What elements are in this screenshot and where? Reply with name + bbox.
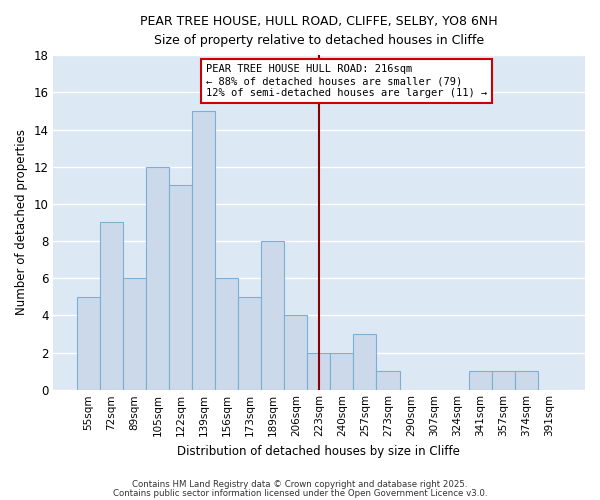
Bar [100,222,123,390]
Bar [123,278,146,390]
Bar [331,352,353,390]
Bar [77,297,100,390]
Text: Contains public sector information licensed under the Open Government Licence v3: Contains public sector information licen… [113,488,487,498]
Bar [192,111,215,390]
Bar [146,166,169,390]
Bar [284,316,307,390]
Bar [469,372,491,390]
Text: Contains HM Land Registry data © Crown copyright and database right 2025.: Contains HM Land Registry data © Crown c… [132,480,468,489]
Y-axis label: Number of detached properties: Number of detached properties [15,130,28,316]
Bar [215,278,238,390]
Bar [169,186,192,390]
Bar [491,372,515,390]
Bar [376,372,400,390]
X-axis label: Distribution of detached houses by size in Cliffe: Distribution of detached houses by size … [178,444,460,458]
Bar [515,372,538,390]
Title: PEAR TREE HOUSE, HULL ROAD, CLIFFE, SELBY, YO8 6NH
Size of property relative to : PEAR TREE HOUSE, HULL ROAD, CLIFFE, SELB… [140,15,497,47]
Bar [238,297,261,390]
Text: PEAR TREE HOUSE HULL ROAD: 216sqm
← 88% of detached houses are smaller (79)
12% : PEAR TREE HOUSE HULL ROAD: 216sqm ← 88% … [206,64,487,98]
Bar [261,241,284,390]
Bar [307,352,331,390]
Bar [353,334,376,390]
